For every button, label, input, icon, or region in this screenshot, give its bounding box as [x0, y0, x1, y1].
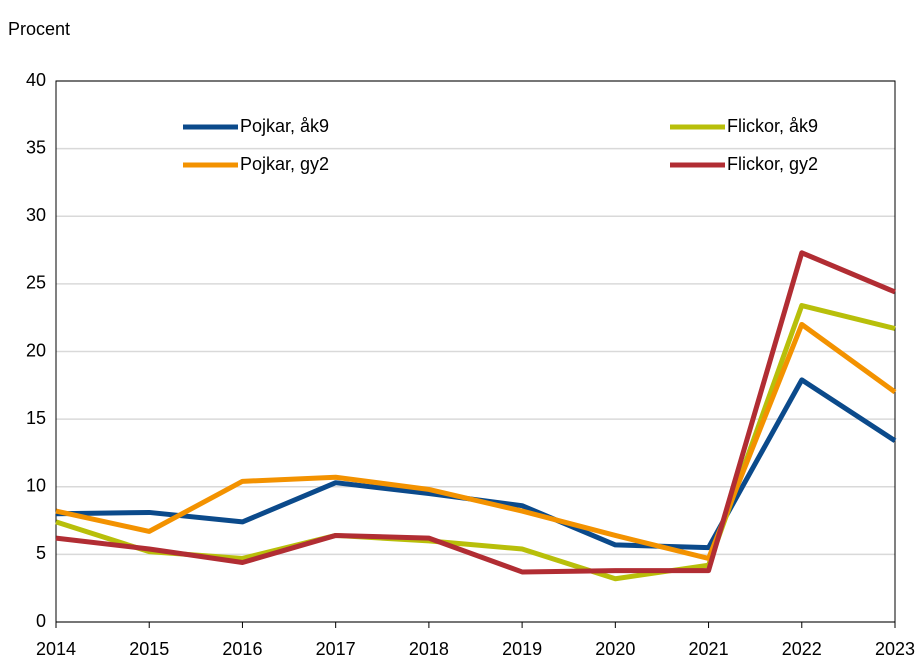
x-tick-label: 2023: [875, 639, 915, 659]
x-tick-label: 2017: [316, 639, 356, 659]
y-axis-label: Procent: [8, 19, 70, 39]
y-tick-label: 10: [26, 476, 46, 496]
legend-label: Flickor, gy2: [727, 154, 818, 174]
x-tick-label: 2022: [782, 639, 822, 659]
series-line: [55, 321, 897, 561]
legend-label: Pojkar, åk9: [240, 116, 329, 136]
y-tick-label: 25: [26, 273, 46, 293]
y-tick-label: 5: [36, 543, 46, 563]
x-tick-label: 2014: [36, 639, 76, 659]
plot-frame: [55, 80, 896, 623]
y-tick-label: 20: [26, 340, 46, 360]
x-tick-label: 2019: [502, 639, 542, 659]
y-tick-label: 40: [26, 70, 46, 90]
y-tick-label: 0: [36, 611, 46, 631]
legend-label: Flickor, åk9: [727, 116, 818, 136]
y-tick-label: 15: [26, 408, 46, 428]
x-tick-label: 2018: [409, 639, 449, 659]
x-tick-label: 2021: [689, 639, 729, 659]
legend-label: Pojkar, gy2: [240, 154, 329, 174]
series-line: [55, 250, 896, 575]
x-tick-label: 2016: [222, 639, 262, 659]
y-tick-label: 30: [26, 205, 46, 225]
y-tick-label: 35: [26, 137, 46, 157]
x-tick-label: 2015: [129, 639, 169, 659]
x-tick-label: 2020: [595, 639, 635, 659]
